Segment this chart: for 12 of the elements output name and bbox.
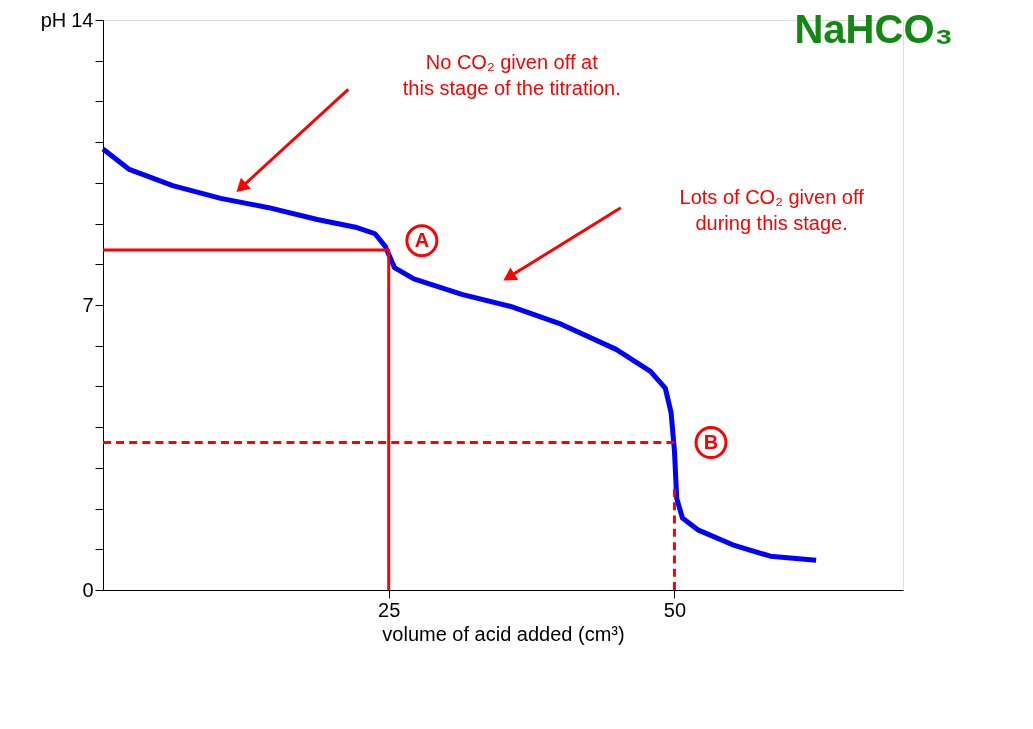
chart-title: NaHCO₃ bbox=[794, 7, 953, 51]
y-tick-label: 0 bbox=[82, 578, 94, 601]
annotation: Lots of CO₂ given off during this stage. bbox=[679, 186, 865, 235]
y-tick-label: 14 bbox=[71, 8, 94, 31]
x-axis-title: volume of acid added (cm³) bbox=[382, 622, 625, 645]
annotation: No CO₂ given off at this stage of the titration. bbox=[402, 51, 621, 100]
y-axis-title: pH bbox=[40, 8, 67, 31]
y-tick-label: 7 bbox=[82, 293, 94, 316]
x-tick-label: 50 bbox=[663, 598, 687, 621]
annotation: A bbox=[414, 228, 430, 251]
x-tick-label: 25 bbox=[378, 598, 401, 621]
annotation: B bbox=[703, 430, 719, 453]
